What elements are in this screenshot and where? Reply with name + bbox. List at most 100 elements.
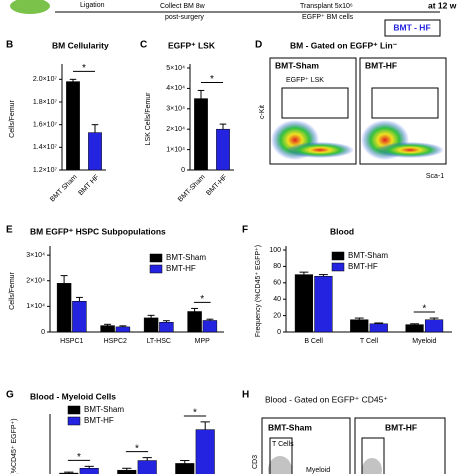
chart-title: Blood bbox=[330, 226, 354, 236]
legend-swatch bbox=[67, 405, 81, 415]
legend-swatch bbox=[331, 251, 345, 261]
x-tick-label: B Cell bbox=[304, 338, 323, 345]
y-tick-label: 4×10⁴ bbox=[166, 85, 185, 92]
significance: * bbox=[210, 74, 214, 85]
legend-swatch bbox=[149, 253, 163, 263]
panel-label: F bbox=[242, 225, 248, 236]
x-tick-label: LT-HSC bbox=[147, 338, 171, 345]
y-axis-label: Cells/Femur bbox=[9, 99, 16, 137]
time-label: at 12 w bbox=[428, 0, 457, 10]
bar bbox=[314, 275, 333, 333]
bar bbox=[194, 98, 208, 171]
panel-label: D bbox=[255, 40, 262, 51]
significance: * bbox=[135, 443, 139, 454]
y-tick-label: 0 bbox=[41, 329, 45, 336]
bar bbox=[369, 323, 388, 333]
legend-label: BMT-HF bbox=[84, 416, 114, 425]
flow-group: BMT-HF bbox=[385, 422, 417, 432]
group-box bbox=[384, 19, 441, 37]
bar bbox=[202, 320, 218, 333]
x-tick-label: BMT HF bbox=[77, 174, 100, 197]
bar bbox=[143, 317, 159, 333]
y-tick-label: 100 bbox=[269, 247, 281, 254]
y-tick-label: 1×10⁴ bbox=[166, 146, 185, 153]
bar bbox=[175, 463, 195, 474]
bar bbox=[115, 326, 131, 333]
chart-title: BM Cellularity bbox=[52, 40, 109, 50]
legend-swatch bbox=[149, 264, 163, 274]
legend-label: BMT-HF bbox=[348, 262, 378, 271]
x-tick-label: BMT Sham bbox=[49, 174, 79, 204]
y-tick-label: 1.6×10⁷ bbox=[33, 122, 58, 129]
y-tick-label: 40 bbox=[273, 296, 281, 303]
bar bbox=[405, 324, 424, 333]
density bbox=[286, 142, 354, 158]
y-tick-label: 5×10⁴ bbox=[166, 65, 185, 72]
step-collect: post-surgery bbox=[165, 14, 204, 21]
gate-label: Myeloid bbox=[306, 467, 330, 474]
gate-label: EGFP⁺ LSK bbox=[286, 77, 324, 84]
density bbox=[376, 142, 444, 158]
panel-label: E bbox=[6, 225, 13, 236]
x-tick-label: Myeloid bbox=[412, 338, 436, 345]
y-tick-label: 1.4×10⁷ bbox=[33, 144, 58, 151]
y-tick-label: 1.2×10⁷ bbox=[33, 167, 58, 174]
chart-title: BM EGFP⁺ HSPC Subpopulations bbox=[30, 226, 166, 236]
bar bbox=[56, 283, 72, 333]
flow-group: BMT-Sham bbox=[275, 60, 319, 70]
bar bbox=[100, 325, 115, 333]
y-axis-label: Frequency (%CD45⁺ EGFP⁺) bbox=[255, 245, 262, 337]
flow-ylabel: CD3 bbox=[252, 455, 259, 469]
panel-label: B bbox=[6, 40, 13, 51]
y-tick-label: 80 bbox=[273, 263, 281, 270]
x-tick-label: MPP bbox=[195, 338, 211, 345]
flow-group: BMT-HF bbox=[365, 60, 397, 70]
y-tick-label: 20 bbox=[273, 312, 281, 319]
gate bbox=[371, 87, 439, 119]
legend-swatch bbox=[67, 416, 81, 426]
group-label: BMT - HF bbox=[393, 22, 430, 32]
bar bbox=[137, 460, 157, 474]
flow-xlabel: Sca-1 bbox=[426, 173, 444, 180]
bar bbox=[195, 429, 215, 474]
gate bbox=[361, 437, 385, 474]
y-tick-label: 0 bbox=[277, 329, 281, 336]
panel-label: H bbox=[242, 390, 249, 401]
flow-title: Blood - Gated on EGFP⁺ CD45⁺ bbox=[265, 394, 388, 404]
x-tick-label: T Cell bbox=[360, 338, 379, 345]
gate bbox=[269, 437, 293, 474]
legend-label: BMT-Sham bbox=[348, 251, 388, 260]
mouse-icon bbox=[10, 0, 50, 14]
bar bbox=[72, 301, 87, 333]
y-tick-label: 2×10⁴ bbox=[166, 126, 185, 133]
step-transplant: EGFP⁺ BM cells bbox=[302, 14, 354, 21]
y-axis-label: LSK Cells/Femur bbox=[145, 92, 152, 146]
legend-label: BMT-Sham bbox=[84, 405, 124, 414]
y-axis-label: (%CD45⁺ EGFP⁺) bbox=[11, 418, 18, 474]
y-tick-label: 1×10⁴ bbox=[26, 303, 45, 310]
flow-group: BMT-Sham bbox=[268, 422, 312, 432]
significance: * bbox=[193, 408, 197, 419]
x-tick-label: HSPC2 bbox=[104, 338, 127, 345]
y-axis-label: Cells/Femur bbox=[9, 271, 16, 309]
step-collect: Collect BM 8w bbox=[160, 3, 206, 10]
y-tick-label: 1.8×10⁷ bbox=[33, 99, 58, 106]
legend-label: BMT-Sham bbox=[166, 253, 206, 262]
density bbox=[268, 456, 292, 474]
bar bbox=[294, 274, 314, 333]
significance: * bbox=[200, 294, 204, 305]
bar bbox=[216, 128, 230, 171]
bar bbox=[350, 319, 369, 333]
y-tick-label: 60 bbox=[273, 280, 281, 287]
panel-label: G bbox=[6, 390, 14, 401]
x-tick-label: BMT-HF bbox=[205, 174, 228, 197]
bar bbox=[66, 81, 80, 171]
gate bbox=[281, 87, 349, 119]
y-tick-label: 0 bbox=[181, 167, 185, 174]
significance: * bbox=[77, 452, 81, 463]
y-tick-label: 2.0×10⁷ bbox=[33, 76, 58, 83]
step-ligation: Ligation bbox=[80, 2, 105, 9]
x-tick-label: BMT-Sham bbox=[177, 174, 207, 204]
flow-ylabel: c-Kit bbox=[259, 105, 266, 119]
